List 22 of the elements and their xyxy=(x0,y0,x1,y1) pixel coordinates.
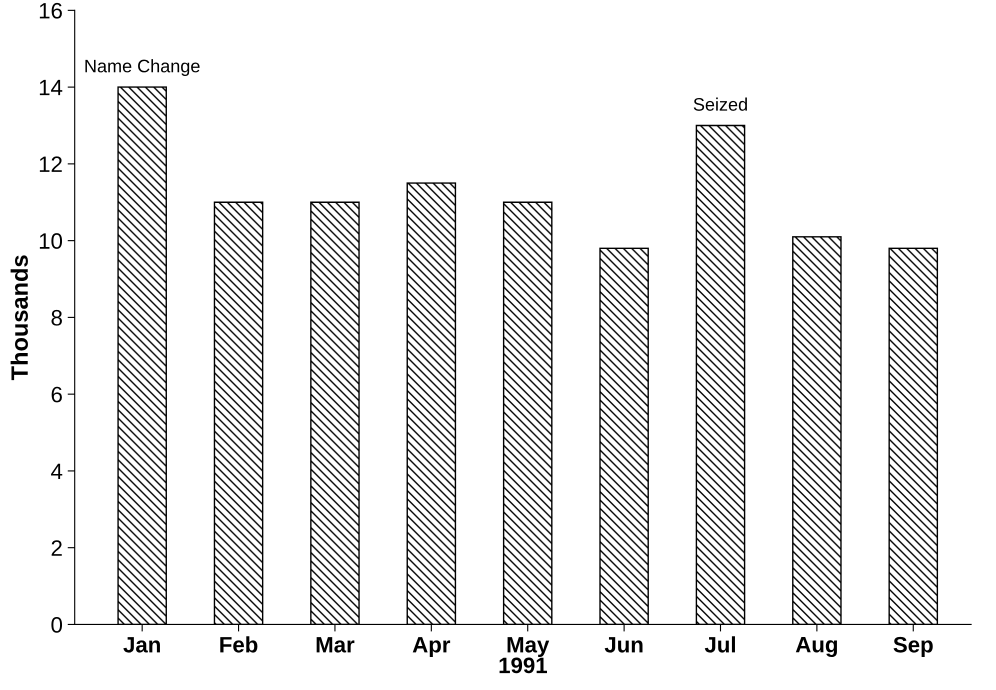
y-tick-label: 16 xyxy=(40,2,62,19)
annotation: Seized xyxy=(694,98,747,111)
y-tick-label: 6 xyxy=(52,386,62,402)
x-tick-label: May xyxy=(508,637,550,657)
y-tick-label: 12 xyxy=(40,156,62,172)
x-tick-label: Jun xyxy=(604,637,642,653)
x-tick-label: Mar xyxy=(316,637,354,653)
x-tick-label: Aug xyxy=(796,636,837,657)
y-tick-label: 10 xyxy=(40,233,62,249)
y-axis-title: Thousands xyxy=(10,255,28,380)
x-tick-label: Jan xyxy=(123,637,160,653)
x-tick-label: Apr xyxy=(412,637,450,657)
x-tick-label: Feb xyxy=(220,636,258,653)
annotation: Name Change xyxy=(85,59,200,76)
x-tick-label: Jul xyxy=(704,636,735,653)
y-tick-label: 14 xyxy=(40,80,62,96)
y-tick-label: 4 xyxy=(51,464,62,479)
x-axis-title: 1991 xyxy=(500,658,547,674)
x-tick-label: Sep xyxy=(894,636,933,657)
y-tick-label: 2 xyxy=(52,540,62,556)
y-tick-label: 0 xyxy=(51,616,62,633)
y-tick-label: 8 xyxy=(52,310,62,326)
